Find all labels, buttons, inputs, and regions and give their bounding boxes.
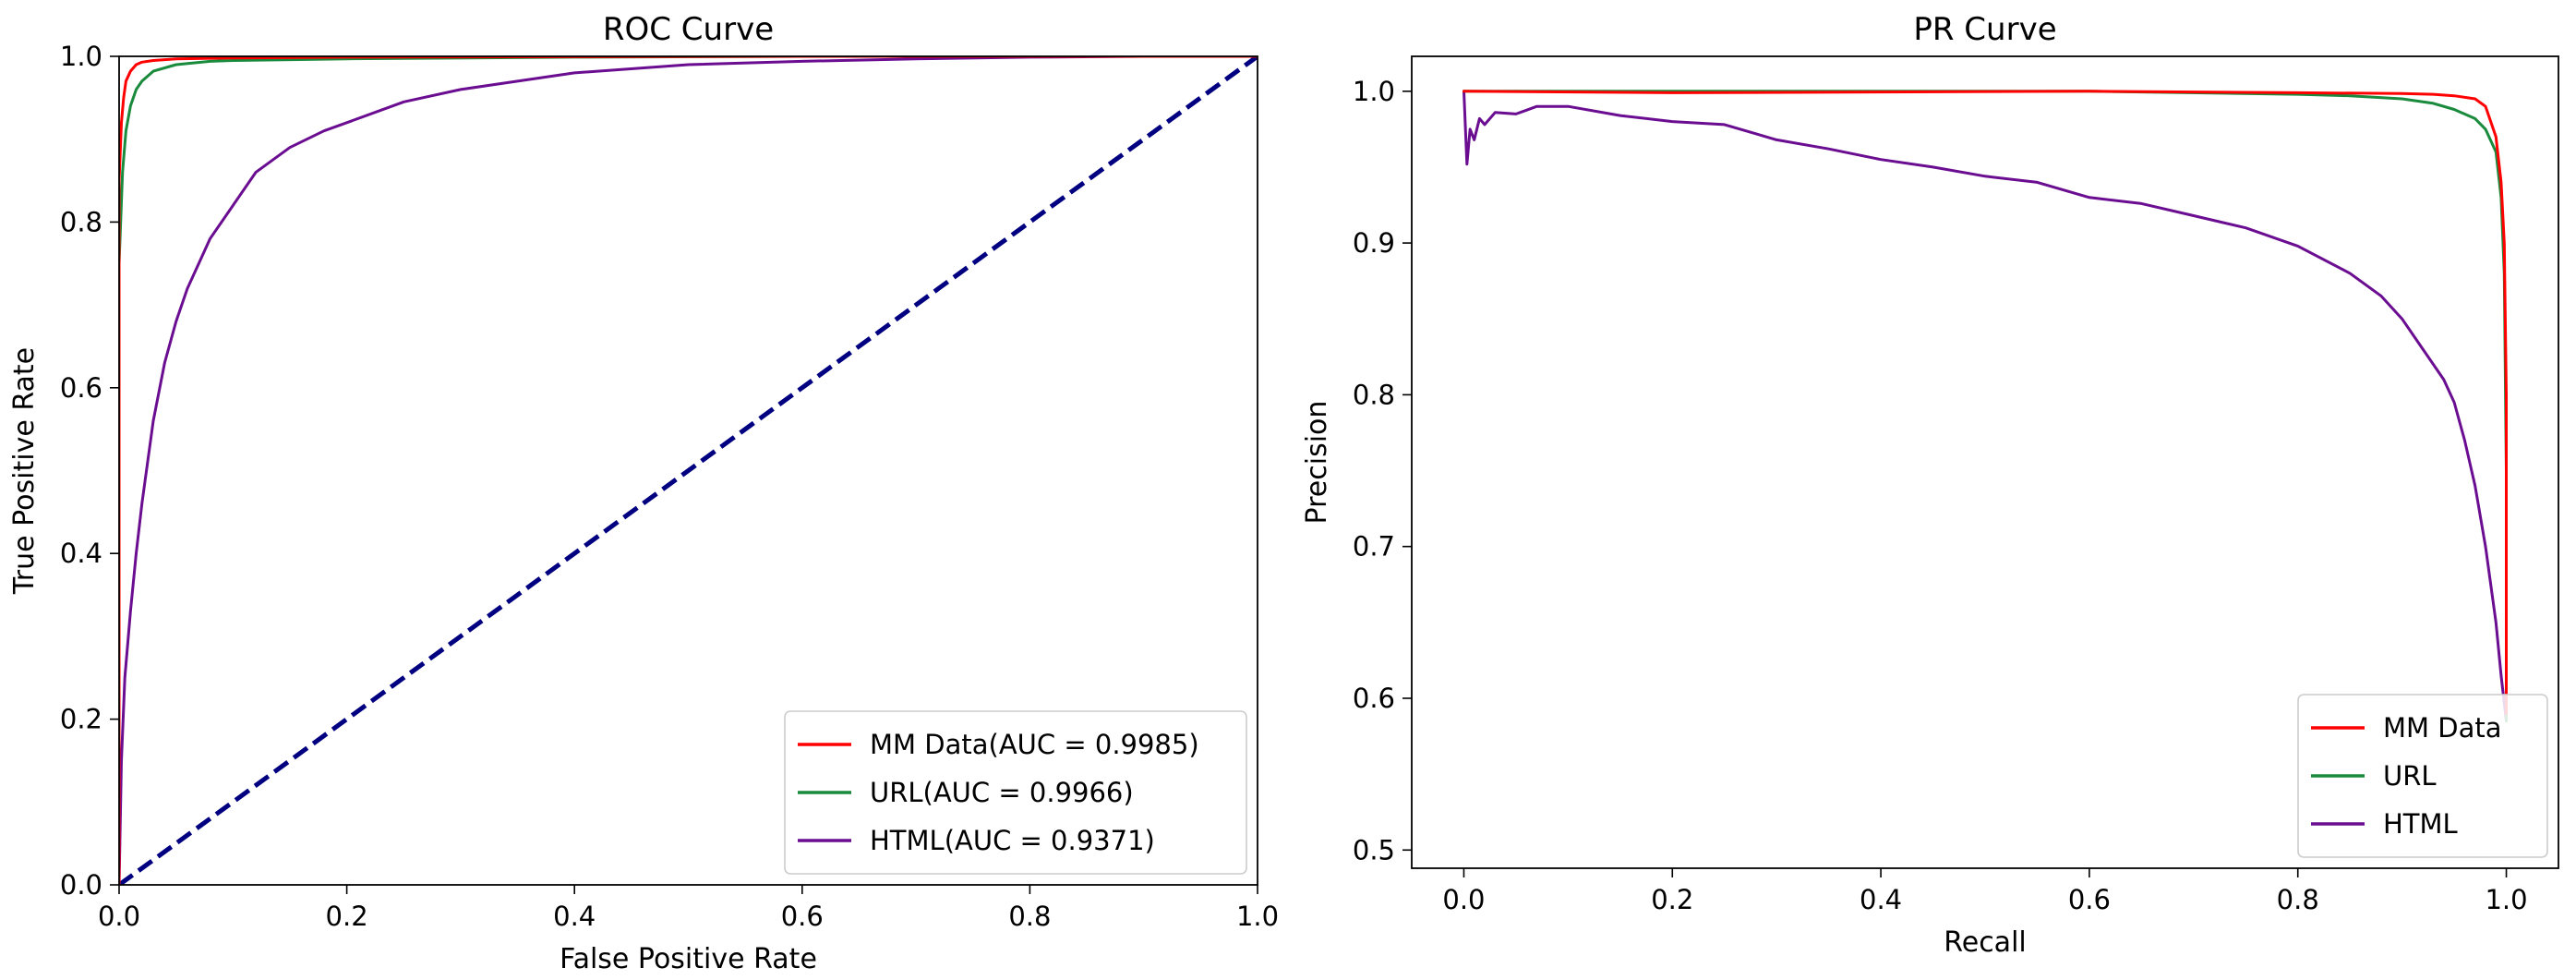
roc-y-axis-label: True Positive Rate — [8, 347, 41, 595]
pr-legend-label: MM Data — [2383, 712, 2502, 744]
roc-y-tick-label: 1.0 — [60, 41, 102, 72]
pr-x-axis-label: Recall — [1944, 926, 2027, 959]
pr-title: PR Curve — [1913, 11, 2056, 48]
pr-y-tick-label: 0.9 — [1353, 227, 1395, 259]
roc-x-tick-label: 0.4 — [553, 901, 596, 932]
pr-legend-box — [2297, 694, 2548, 858]
pr-series-mm-data-line — [1463, 90, 2508, 715]
roc-x-tick-label: 0.2 — [326, 901, 368, 932]
pr-legend: MM Data URL HTML — [2297, 694, 2548, 858]
roc-x-axis-label: False Positive Rate — [560, 943, 817, 975]
roc-title: ROC Curve — [603, 11, 774, 48]
roc-legend: MM Data(AUC = 0.9985) URL(AUC = 0.9966) HT… — [784, 710, 1247, 875]
pr-x-tick-label: 0.6 — [2068, 884, 2111, 915]
roc-series-html-auc-0-9371-line — [119, 56, 1258, 885]
roc-series-chance-line — [119, 56, 1258, 885]
roc-x-tick-label: 0.6 — [781, 901, 824, 932]
pr-chart: PR Curve 0.0 0.2 0.4 0.6 0.8 1.0 0.5 0.6 0.7 0.8 0.… — [1301, 11, 2559, 959]
pr-plot-area — [1463, 90, 2508, 723]
pr-y-tick-label: 0.6 — [1353, 683, 1395, 714]
pr-y-axis-label: Precision — [1301, 401, 1333, 525]
pr-x-tick-label: 0.8 — [2277, 884, 2319, 915]
roc-chart: ROC Curve 0.0 0.2 0.4 0.6 0.8 1.0 0.0 0.2 0.4 0.6 0… — [8, 11, 1279, 975]
roc-x-tick-label: 0.8 — [1008, 901, 1051, 932]
roc-y-tick-label: 0.4 — [60, 538, 102, 569]
pr-y-tick-label: 0.5 — [1353, 834, 1395, 865]
roc-y-tick-label: 0.6 — [60, 372, 102, 404]
pr-y-tick-label: 1.0 — [1353, 76, 1395, 107]
pr-x-tick-label: 0.2 — [1651, 884, 1693, 915]
pr-series-html-line — [1463, 90, 2508, 723]
roc-x-tick-label: 1.0 — [1236, 901, 1279, 932]
roc-y-tick-label: 0.2 — [60, 704, 102, 735]
roc-legend-label: URL(AUC = 0.9966) — [870, 777, 1134, 808]
pr-x-tick-label: 1.0 — [2485, 884, 2527, 915]
pr-legend-label: URL — [2383, 760, 2437, 792]
pr-axes-frame — [1411, 55, 2559, 869]
roc-legend-box — [784, 710, 1247, 875]
pr-y-tick-label: 0.7 — [1353, 531, 1395, 563]
roc-y-tick-label: 0.8 — [60, 206, 102, 237]
roc-y-tick-label: 0.0 — [60, 869, 102, 901]
pr-y-tick-label: 0.8 — [1353, 379, 1395, 410]
pr-x-tick-label: 0.0 — [1442, 884, 1485, 915]
roc-x-tick-label: 0.0 — [98, 901, 140, 932]
roc-axes-frame — [118, 55, 1258, 886]
roc-legend-label: MM Data(AUC = 0.9985) — [870, 729, 1199, 760]
pr-x-tick-label: 0.4 — [1860, 884, 1902, 915]
roc-legend-label: HTML(AUC = 0.9371) — [870, 825, 1155, 856]
pr-legend-label: HTML — [2383, 808, 2458, 840]
